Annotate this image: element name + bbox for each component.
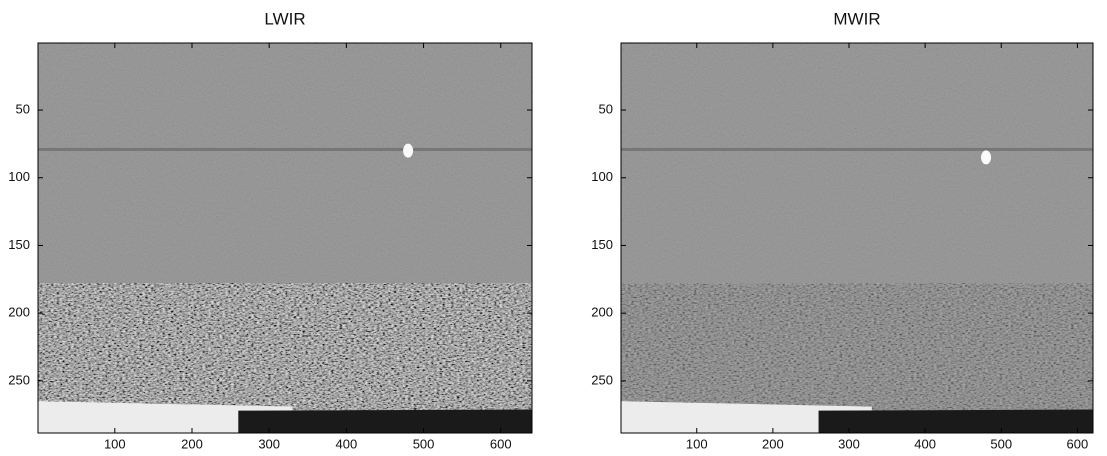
panel: MWIR 100 200 300 400 500 600 50 100 150 200 250 [591, 9, 1107, 451]
figure: LWIR10020030040050060050100150200250MWIR… [0, 0, 1107, 456]
target [981, 150, 991, 164]
y-tick-label: 250 [8, 372, 30, 387]
target [403, 144, 413, 158]
x-tick-label: 600 [1067, 436, 1089, 451]
y-tick-label: 100 [8, 169, 30, 184]
horizon-line [621, 148, 1093, 151]
panel-title: MWIR [833, 9, 880, 28]
x-tick-label: 100 [686, 436, 708, 451]
x-tick-label: 200 [181, 436, 203, 451]
x-tick-label: 100 [104, 436, 126, 451]
panel-title: LWIR [264, 9, 305, 28]
x-tick-label: 400 [914, 436, 936, 451]
y-tick-label: 100 [591, 169, 613, 184]
y-tick-label: 250 [591, 372, 613, 387]
y-tick-label: 50 [16, 101, 30, 116]
horizon-line [38, 148, 532, 151]
y-tick-label: 200 [591, 305, 613, 320]
y-tick-label: 200 [8, 305, 30, 320]
x-tick-label: 300 [258, 436, 280, 451]
x-tick-label: 300 [838, 436, 860, 451]
y-tick-label: 50 [599, 101, 613, 116]
image [38, 43, 578, 434]
shore-dark [819, 409, 1107, 433]
shore-dark [238, 409, 578, 433]
x-tick-label: 500 [990, 436, 1012, 451]
x-tick-label: 500 [413, 436, 435, 451]
y-tick-label: 150 [8, 237, 30, 252]
panel: LWIR 100 200 300 400 500 600 50 100 150 200 250 [8, 9, 578, 451]
x-tick-label: 200 [762, 436, 784, 451]
x-tick-label: 400 [336, 436, 358, 451]
image [621, 43, 1107, 434]
y-tick-label: 150 [591, 237, 613, 252]
x-tick-label: 600 [490, 436, 512, 451]
